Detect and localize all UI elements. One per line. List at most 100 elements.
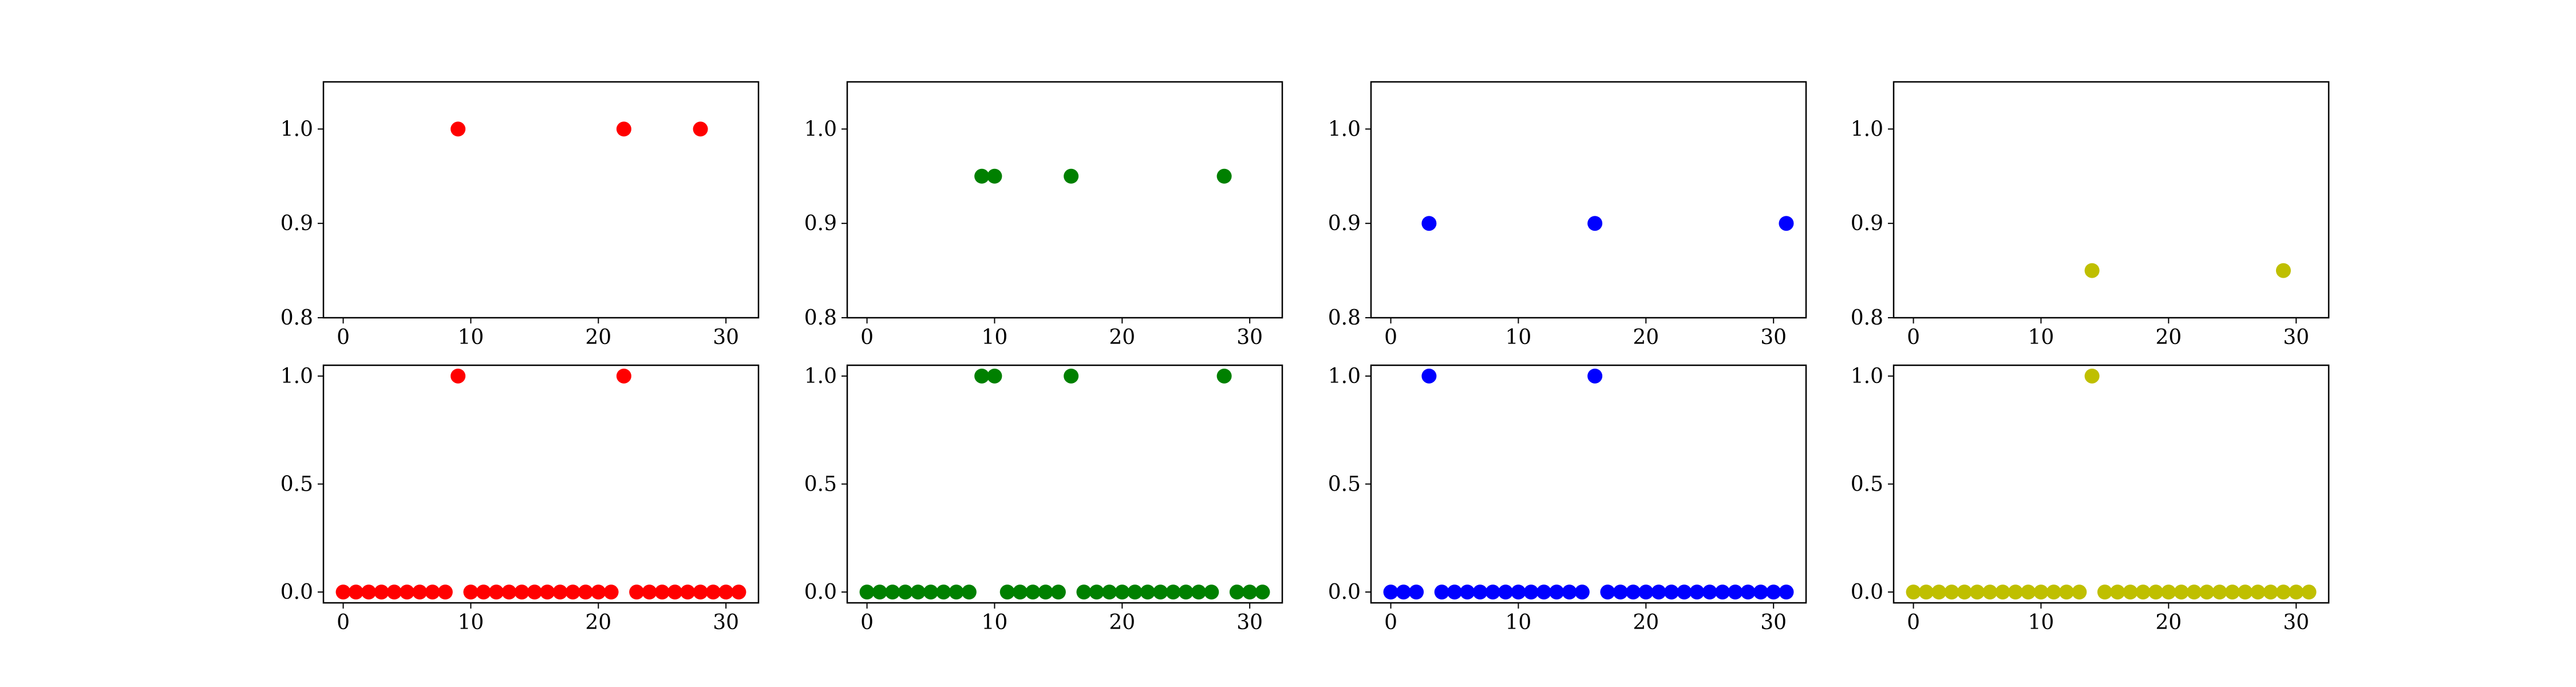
x-tick-label: 30	[1236, 326, 1263, 349]
subplot-2-2: 0 10 20 30 0.0 0.5 1.0	[804, 364, 1283, 634]
x-tick-label: 0	[1384, 611, 1397, 634]
x-tick-label: 20	[585, 326, 611, 349]
x-tick-label: 20	[2155, 611, 2182, 634]
data-point	[1472, 585, 1488, 600]
axes-frame	[1370, 364, 1807, 604]
data-point	[552, 585, 568, 600]
data-point	[2186, 585, 2202, 600]
axes-frame	[322, 364, 760, 604]
x-tick-label: 20	[1633, 326, 1659, 349]
data-point	[1064, 368, 1079, 384]
data-point	[1127, 585, 1143, 600]
data-point	[718, 585, 734, 600]
data-point	[1702, 585, 1717, 600]
data-point	[1383, 585, 1398, 600]
data-point	[1076, 585, 1092, 600]
y-tick-label: 0.9	[1328, 212, 1361, 235]
data-point	[1740, 585, 1756, 600]
data-point	[2148, 585, 2164, 600]
data-point	[629, 585, 645, 600]
x-tick-label: 0	[1907, 326, 1920, 349]
data-point	[1216, 168, 1232, 184]
data-point	[2033, 585, 2049, 600]
data-point	[2275, 585, 2291, 600]
data-point	[987, 168, 1002, 184]
subplot-2-3: 0 10 20 30 0.0 0.5 1.0	[1328, 364, 1807, 634]
data-point	[1064, 168, 1079, 184]
data-point	[591, 585, 606, 600]
x-tick-label: 0	[337, 326, 350, 349]
data-point	[2161, 585, 2176, 600]
data-point	[1677, 585, 1692, 600]
y-tick-label: 0.0	[1851, 581, 1883, 604]
y-tick-label: 1.0	[804, 117, 837, 141]
data-point	[1012, 585, 1028, 600]
data-point	[1242, 585, 1258, 600]
scatter-points	[859, 368, 1270, 600]
data-point	[451, 368, 466, 384]
x-tick-label: 20	[1109, 326, 1135, 349]
data-point	[1165, 585, 1181, 600]
data-point	[412, 585, 428, 600]
x-tick-label: 10	[458, 611, 484, 634]
x-tick-label: 20	[2155, 326, 2182, 349]
data-point	[1651, 585, 1666, 600]
data-point	[693, 585, 708, 600]
axes-frame	[846, 81, 1283, 319]
y-tick-label: 0.9	[1851, 212, 1883, 235]
subplot-1-3: 0 10 20 30 0.8 0.9 1.0	[1328, 81, 1807, 349]
scatter-points	[2084, 263, 2291, 278]
data-point	[1434, 585, 1449, 600]
x-tick-label: 30	[1760, 326, 1787, 349]
x-tick-label: 0	[1384, 326, 1397, 349]
data-point	[961, 585, 977, 600]
data-point	[1562, 585, 1577, 600]
data-point	[1025, 585, 1041, 600]
data-point	[1536, 585, 1551, 600]
data-point	[1191, 585, 1207, 600]
data-point	[1089, 585, 1104, 600]
y-tick-label: 1.0	[1328, 365, 1361, 388]
data-point	[1396, 585, 1411, 600]
data-point	[1664, 585, 1679, 600]
data-point	[1779, 216, 1794, 231]
data-point	[1050, 585, 1066, 600]
data-point	[1523, 585, 1539, 600]
subplot-1-1: 0 10 20 30 0.8 0.9 1.0	[280, 81, 760, 349]
data-point	[2250, 585, 2266, 600]
data-point	[2084, 263, 2100, 278]
data-point	[936, 585, 951, 600]
axes-frame	[1370, 81, 1807, 319]
data-point	[2072, 585, 2087, 600]
data-point	[885, 585, 900, 600]
x-tick-label: 10	[982, 611, 1008, 634]
y-tick-label: 0.8	[1328, 306, 1361, 330]
data-point	[1229, 585, 1244, 600]
data-point	[1255, 585, 1270, 600]
data-point	[974, 368, 990, 384]
data-point	[425, 585, 440, 600]
data-point	[1995, 585, 2010, 600]
data-point	[1728, 585, 1743, 600]
data-point	[1906, 585, 1921, 600]
data-point	[2289, 585, 2304, 600]
y-tick-label: 0.8	[1851, 306, 1883, 330]
data-point	[386, 585, 402, 600]
data-point	[872, 585, 887, 600]
x-tick-label: 0	[337, 611, 350, 634]
data-point	[1140, 585, 1155, 600]
x-tick-label: 30	[1760, 611, 1787, 634]
data-point	[2008, 585, 2023, 600]
scatter-points	[1383, 368, 1794, 600]
data-point	[1115, 585, 1130, 600]
data-point	[2275, 263, 2291, 278]
data-point	[1779, 585, 1794, 600]
y-tick-label: 1.0	[1851, 365, 1883, 388]
axes-frame	[1893, 364, 2330, 604]
data-point	[1587, 368, 1603, 384]
data-point	[693, 121, 708, 137]
y-tick-label: 1.0	[1851, 117, 1883, 141]
data-point	[1944, 585, 1959, 600]
axes-frame	[846, 364, 1283, 604]
